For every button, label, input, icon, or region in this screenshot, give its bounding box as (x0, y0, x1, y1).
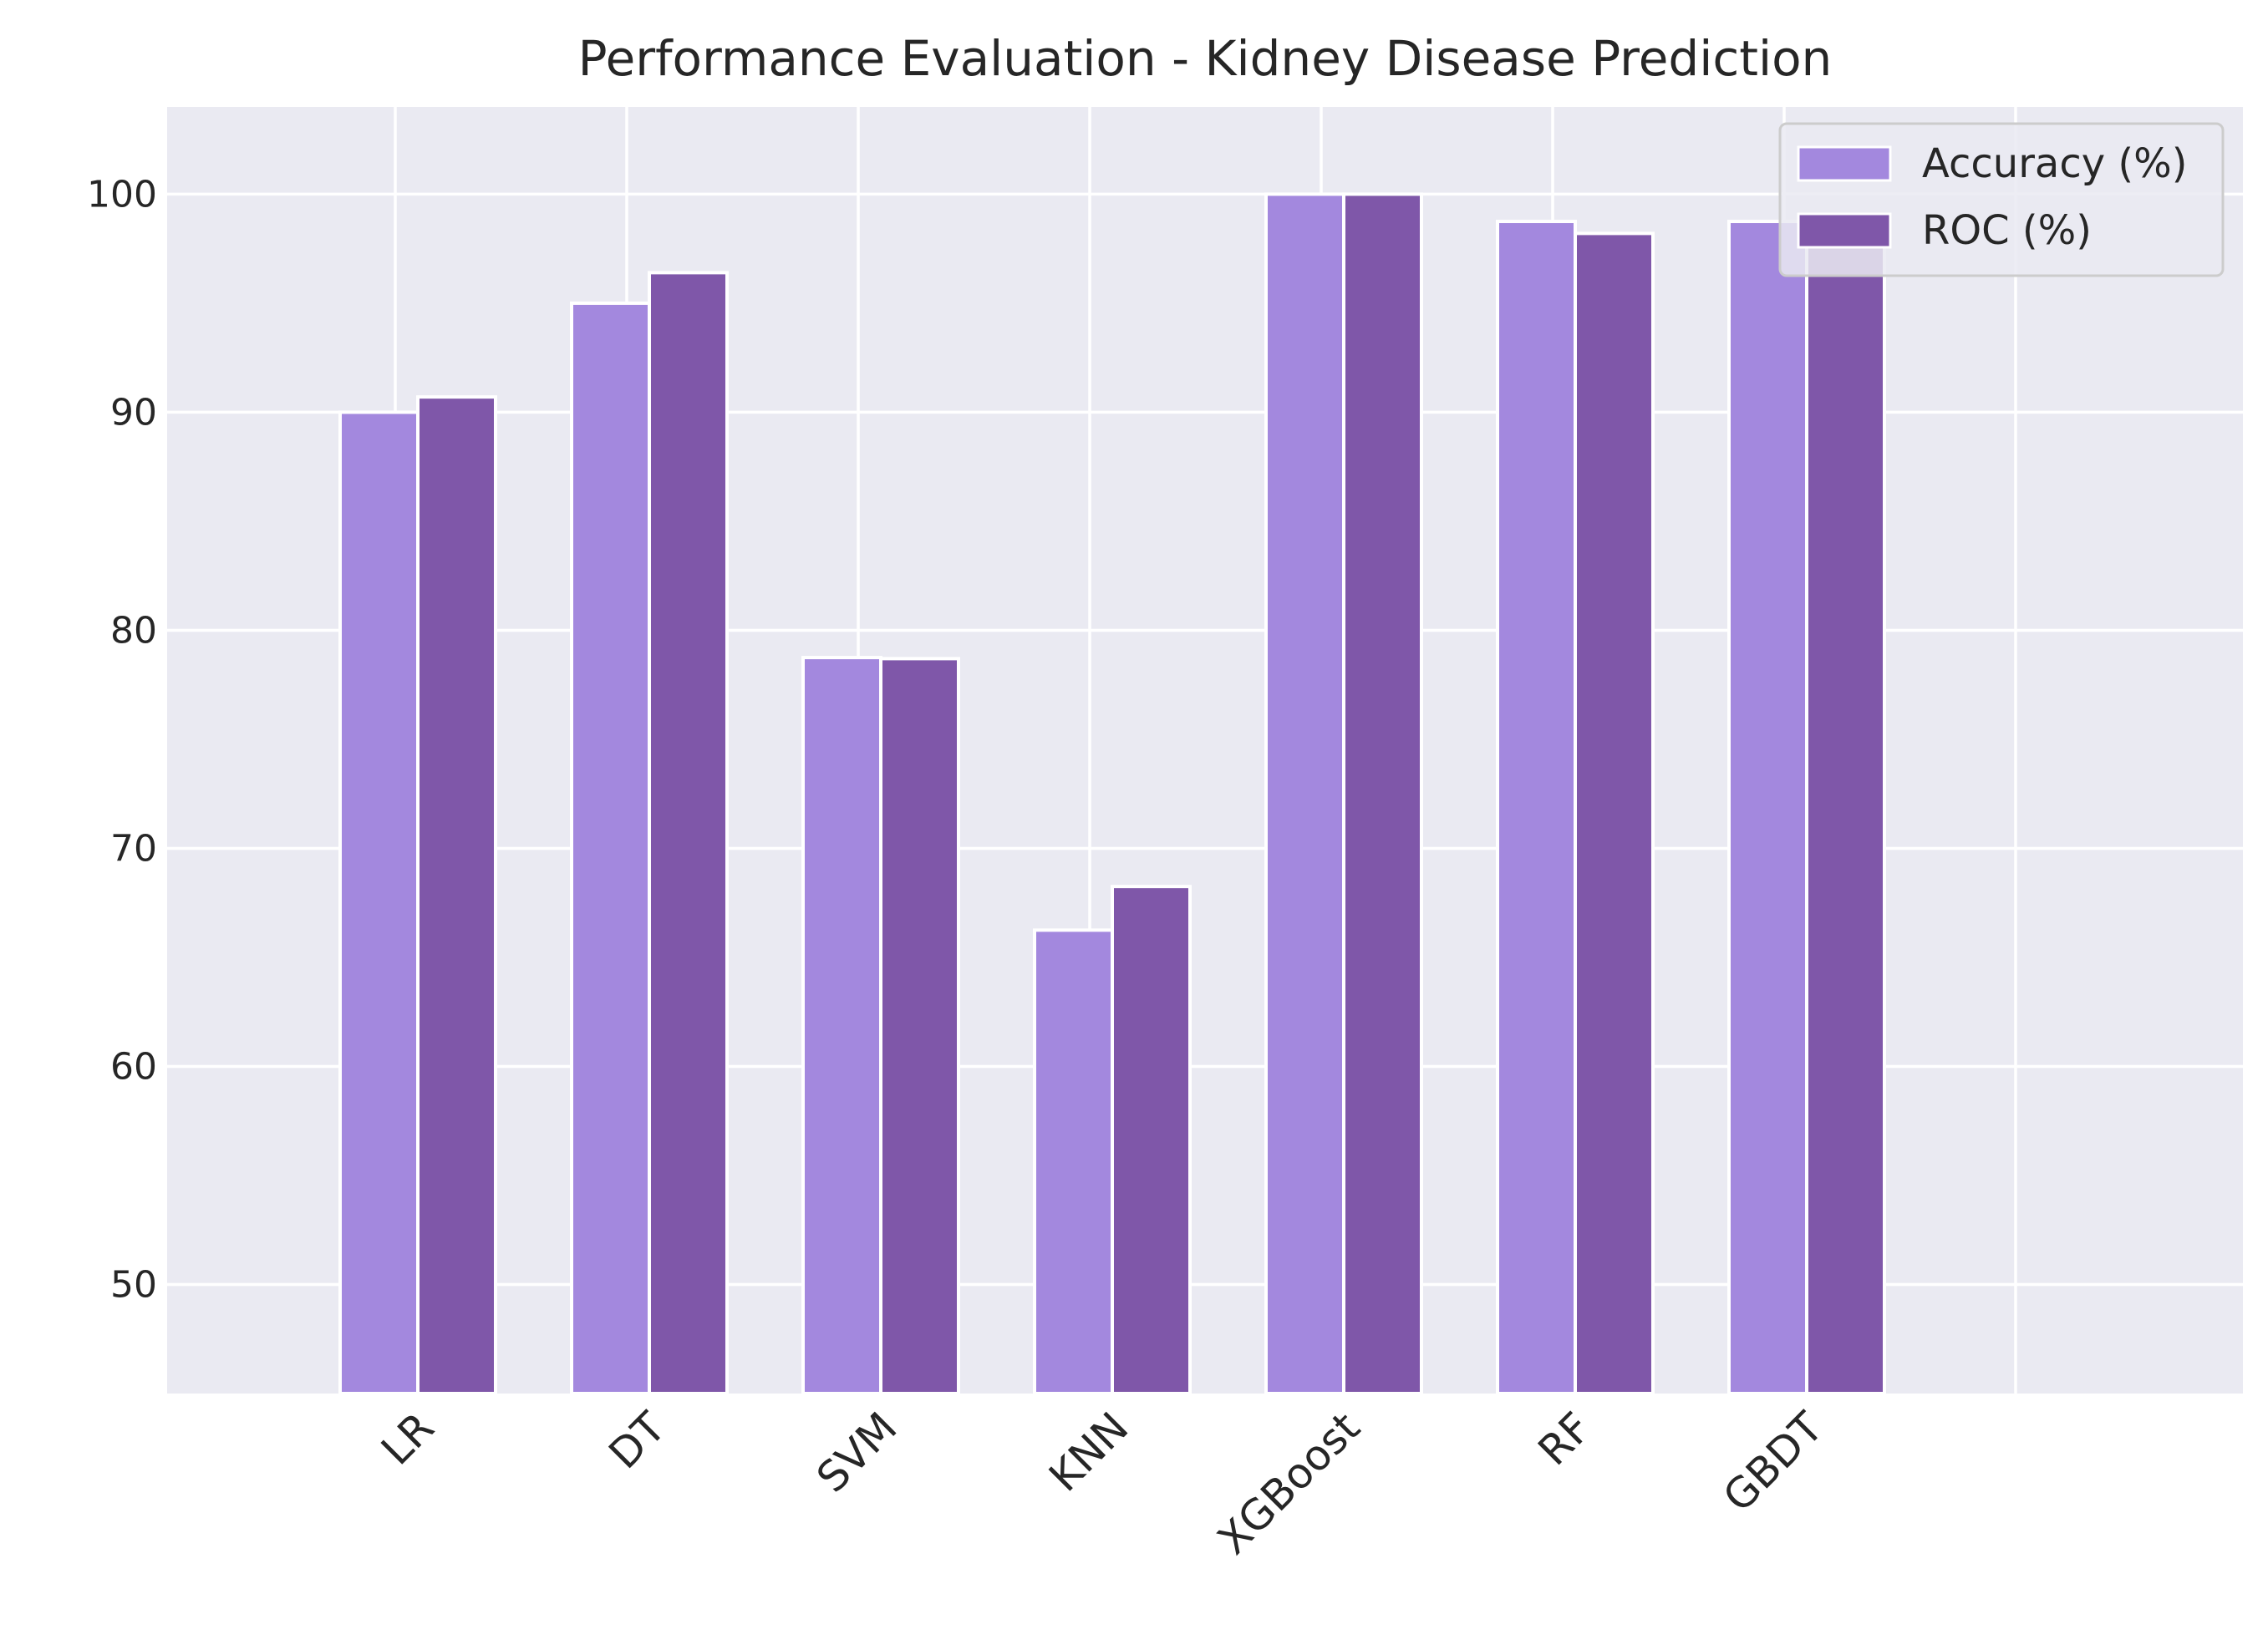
legend: Accuracy (%) ROC (%) (1778, 122, 2225, 277)
x-tick-label-rf: RF (1529, 1403, 1601, 1475)
bar-roc-dt (648, 271, 729, 1395)
y-tick-label: 80 (110, 609, 157, 652)
x-tick-label-knn: KNN (1040, 1403, 1137, 1500)
legend-label: Accuracy (%) (1922, 140, 2187, 187)
bar-roc-svm (879, 657, 960, 1395)
x-tick-label-gbdt: GBDT (1714, 1403, 1833, 1521)
y-tick-label: 90 (110, 391, 157, 434)
bar-accuracy-lr (338, 410, 420, 1396)
chart-title: Performance Evaluation - Kidney Disease … (578, 30, 1833, 87)
y-tick-labels: 50 60 70 80 90 100 (87, 173, 157, 1306)
x-tick-label-dt: DT (600, 1403, 675, 1478)
bar-accuracy-xgboost (1264, 192, 1345, 1396)
bar-accuracy-gbdt (1727, 220, 1808, 1395)
y-tick-label: 100 (87, 173, 157, 216)
plot-background (167, 107, 2243, 1394)
x-tick-label-xgboost: XGBoost (1208, 1403, 1369, 1563)
bar-accuracy-svm (801, 656, 882, 1395)
legend-swatch (1797, 145, 1892, 182)
x-tick-label-svm: SVM (807, 1403, 906, 1501)
y-tick-label: 50 (110, 1263, 157, 1306)
bar-roc-xgboost (1342, 192, 1423, 1396)
bar-roc-knn (1111, 885, 1192, 1395)
bar-accuracy-rf (1496, 220, 1577, 1395)
bar-accuracy-knn (1033, 928, 1114, 1395)
bar-accuracy-dt (570, 301, 651, 1395)
bar-roc-rf (1574, 231, 1655, 1396)
y-tick-label: 60 (110, 1045, 157, 1088)
legend-swatch (1797, 212, 1892, 249)
y-tick-label: 70 (110, 827, 157, 870)
x-tick-label-lr: LR (372, 1403, 443, 1474)
x-tick-labels: LR DT SVM KNN XGBoost RF GBDT (372, 1403, 1833, 1564)
bar-roc-lr (416, 395, 497, 1395)
bar-roc-gbdt (1805, 214, 1886, 1396)
legend-label: ROC (%) (1922, 207, 2092, 254)
bars (338, 192, 1886, 1396)
